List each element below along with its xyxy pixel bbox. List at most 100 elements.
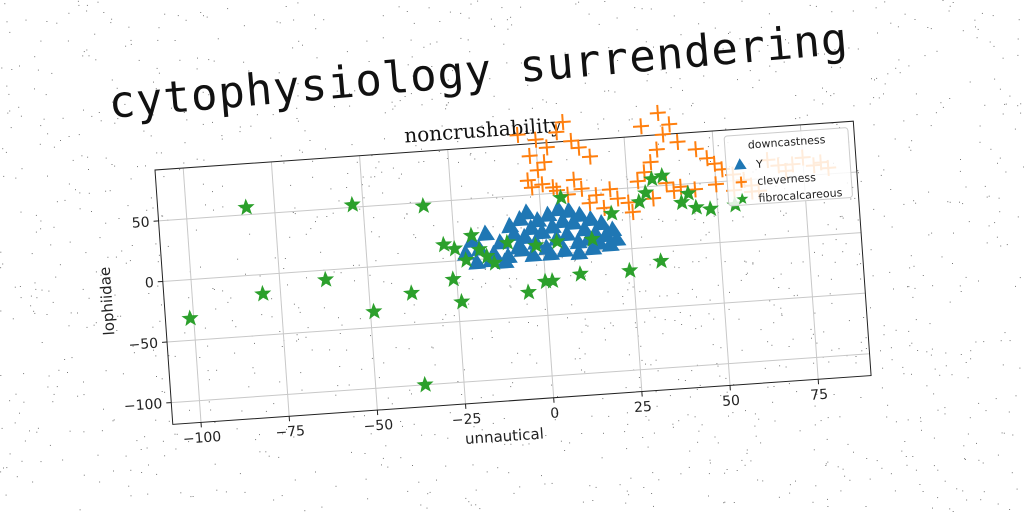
noise-dot — [1018, 19, 1020, 21]
noise-dot — [494, 160, 496, 162]
noise-dot — [481, 429, 483, 431]
data-point-plus — [548, 124, 565, 141]
noise-dot — [903, 203, 905, 205]
noise-dot — [434, 434, 436, 436]
noise-dot — [878, 155, 880, 157]
noise-dot — [1015, 285, 1016, 287]
noise-dot — [83, 474, 85, 476]
noise-dot — [346, 51, 348, 53]
noise-dot — [827, 417, 829, 419]
noise-dot — [737, 79, 738, 81]
data-point-plus — [642, 154, 659, 171]
noise-dot — [279, 331, 281, 332]
noise-dot — [873, 97, 875, 99]
noise-dot — [353, 264, 354, 266]
noise-dot — [815, 485, 817, 487]
noise-dot — [708, 495, 709, 497]
noise-dot — [259, 434, 260, 436]
noise-dot — [168, 420, 170, 422]
noise-dot — [208, 59, 210, 61]
noise-dot — [850, 198, 852, 200]
noise-dot — [949, 98, 951, 99]
noise-dot — [781, 314, 783, 316]
noise-dot — [458, 161, 459, 163]
noise-dot — [406, 213, 408, 215]
noise-dot — [221, 138, 223, 140]
noise-dot — [930, 28, 932, 30]
noise-dot — [894, 138, 896, 140]
noise-dot — [857, 48, 859, 50]
noise-dot — [423, 161, 425, 162]
noise-dot — [33, 310, 35, 312]
noise-dot — [835, 239, 837, 241]
noise-dot — [339, 366, 341, 367]
noise-dot — [404, 96, 406, 97]
noise-dot — [339, 333, 341, 334]
noise-dot — [902, 366, 904, 368]
noise-dot — [931, 232, 933, 234]
noise-dot — [907, 419, 909, 421]
noise-dot — [370, 335, 371, 337]
noise-dot — [729, 31, 731, 33]
noise-dot — [62, 459, 64, 461]
noise-dot — [241, 410, 243, 412]
data-point-plus — [527, 131, 544, 148]
noise-dot — [103, 408, 104, 410]
noise-dot — [962, 30, 964, 32]
noise-dot — [696, 296, 697, 298]
series-Y — [457, 199, 627, 270]
noise-dot — [890, 189, 892, 190]
y-axis-ticks: −100 −50 0 50 — [123, 215, 172, 415]
data-point-star — [462, 226, 480, 244]
noise-dot — [854, 197, 856, 199]
noise-dot — [930, 354, 932, 356]
noise-dot — [153, 81, 154, 83]
noise-dot — [249, 233, 251, 235]
noise-dot — [382, 457, 384, 459]
noise-dot — [579, 358, 581, 360]
noise-dot — [691, 105, 692, 107]
noise-dot — [370, 176, 372, 178]
noise-dot — [648, 419, 650, 421]
noise-dot — [833, 394, 835, 395]
noise-dot — [842, 217, 844, 219]
noise-dot — [608, 90, 610, 92]
noise-dot — [410, 39, 412, 41]
noise-dot — [414, 321, 416, 323]
noise-dot — [986, 242, 988, 244]
noise-dot — [716, 363, 718, 365]
noise-dot — [584, 353, 586, 355]
noise-dot — [732, 220, 734, 222]
noise-dot — [605, 274, 607, 276]
noise-dot — [381, 464, 382, 466]
noise-dot — [347, 173, 349, 174]
noise-dot — [250, 125, 252, 127]
noise-dot — [100, 274, 102, 276]
noise-dot — [306, 277, 307, 279]
noise-dot — [722, 48, 724, 50]
noise-dot — [877, 32, 878, 34]
noise-dot — [903, 120, 905, 122]
noise-dot — [179, 59, 181, 61]
noise-dot — [449, 11, 451, 13]
noise-dot — [713, 318, 715, 320]
noise-dot — [774, 420, 776, 422]
noise-dot — [545, 435, 547, 436]
data-point-triangle — [556, 240, 575, 258]
noise-dot — [40, 40, 42, 42]
noise-dot — [626, 490, 628, 492]
noise-dot — [597, 128, 599, 130]
noise-dot — [53, 226, 55, 228]
noise-dot — [133, 352, 135, 354]
noise-dot — [103, 12, 105, 13]
noise-dot — [490, 18, 492, 20]
noise-dot — [34, 282, 36, 284]
noise-dot — [571, 304, 573, 306]
noise-dot — [121, 250, 123, 252]
noise-dot — [742, 216, 744, 218]
noise-dot — [662, 220, 664, 222]
noise-dot — [906, 464, 908, 466]
noise-dot — [337, 385, 339, 387]
noise-dot — [758, 418, 760, 420]
noise-dot — [77, 395, 79, 397]
